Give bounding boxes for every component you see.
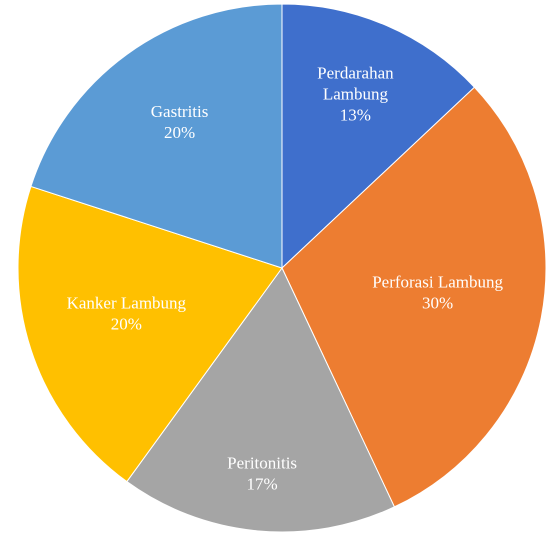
pie-slice: [281, 86, 547, 508]
category-label: Peritonitis: [227, 453, 297, 472]
slice-label: Perforasi Lambung 30%: [372, 273, 503, 313]
slice-label: Kanker Lambung 20%: [67, 294, 187, 334]
value-label: 20%: [111, 315, 142, 334]
slice-label: Perdarahan Lambung 13%: [317, 63, 394, 124]
value-label: 17%: [247, 474, 278, 493]
pie-slice: [30, 3, 283, 269]
pie-slice: [126, 267, 396, 533]
pie-slice: [17, 185, 283, 483]
category-label: Kanker Lambung: [67, 294, 187, 313]
slice-label: Gastritis 20%: [151, 102, 209, 142]
value-label: 20%: [164, 123, 195, 142]
pie-slice: [281, 3, 476, 270]
category-label: Perdarahan: [317, 63, 394, 82]
category-label: Gastritis: [151, 102, 209, 121]
value-label: 13%: [340, 105, 371, 124]
category-label: Perforasi Lambung: [372, 273, 503, 292]
slice-label: Peritonitis 17%: [227, 453, 297, 493]
value-label: 30%: [422, 294, 453, 313]
category-label-line: Lambung: [323, 84, 389, 103]
